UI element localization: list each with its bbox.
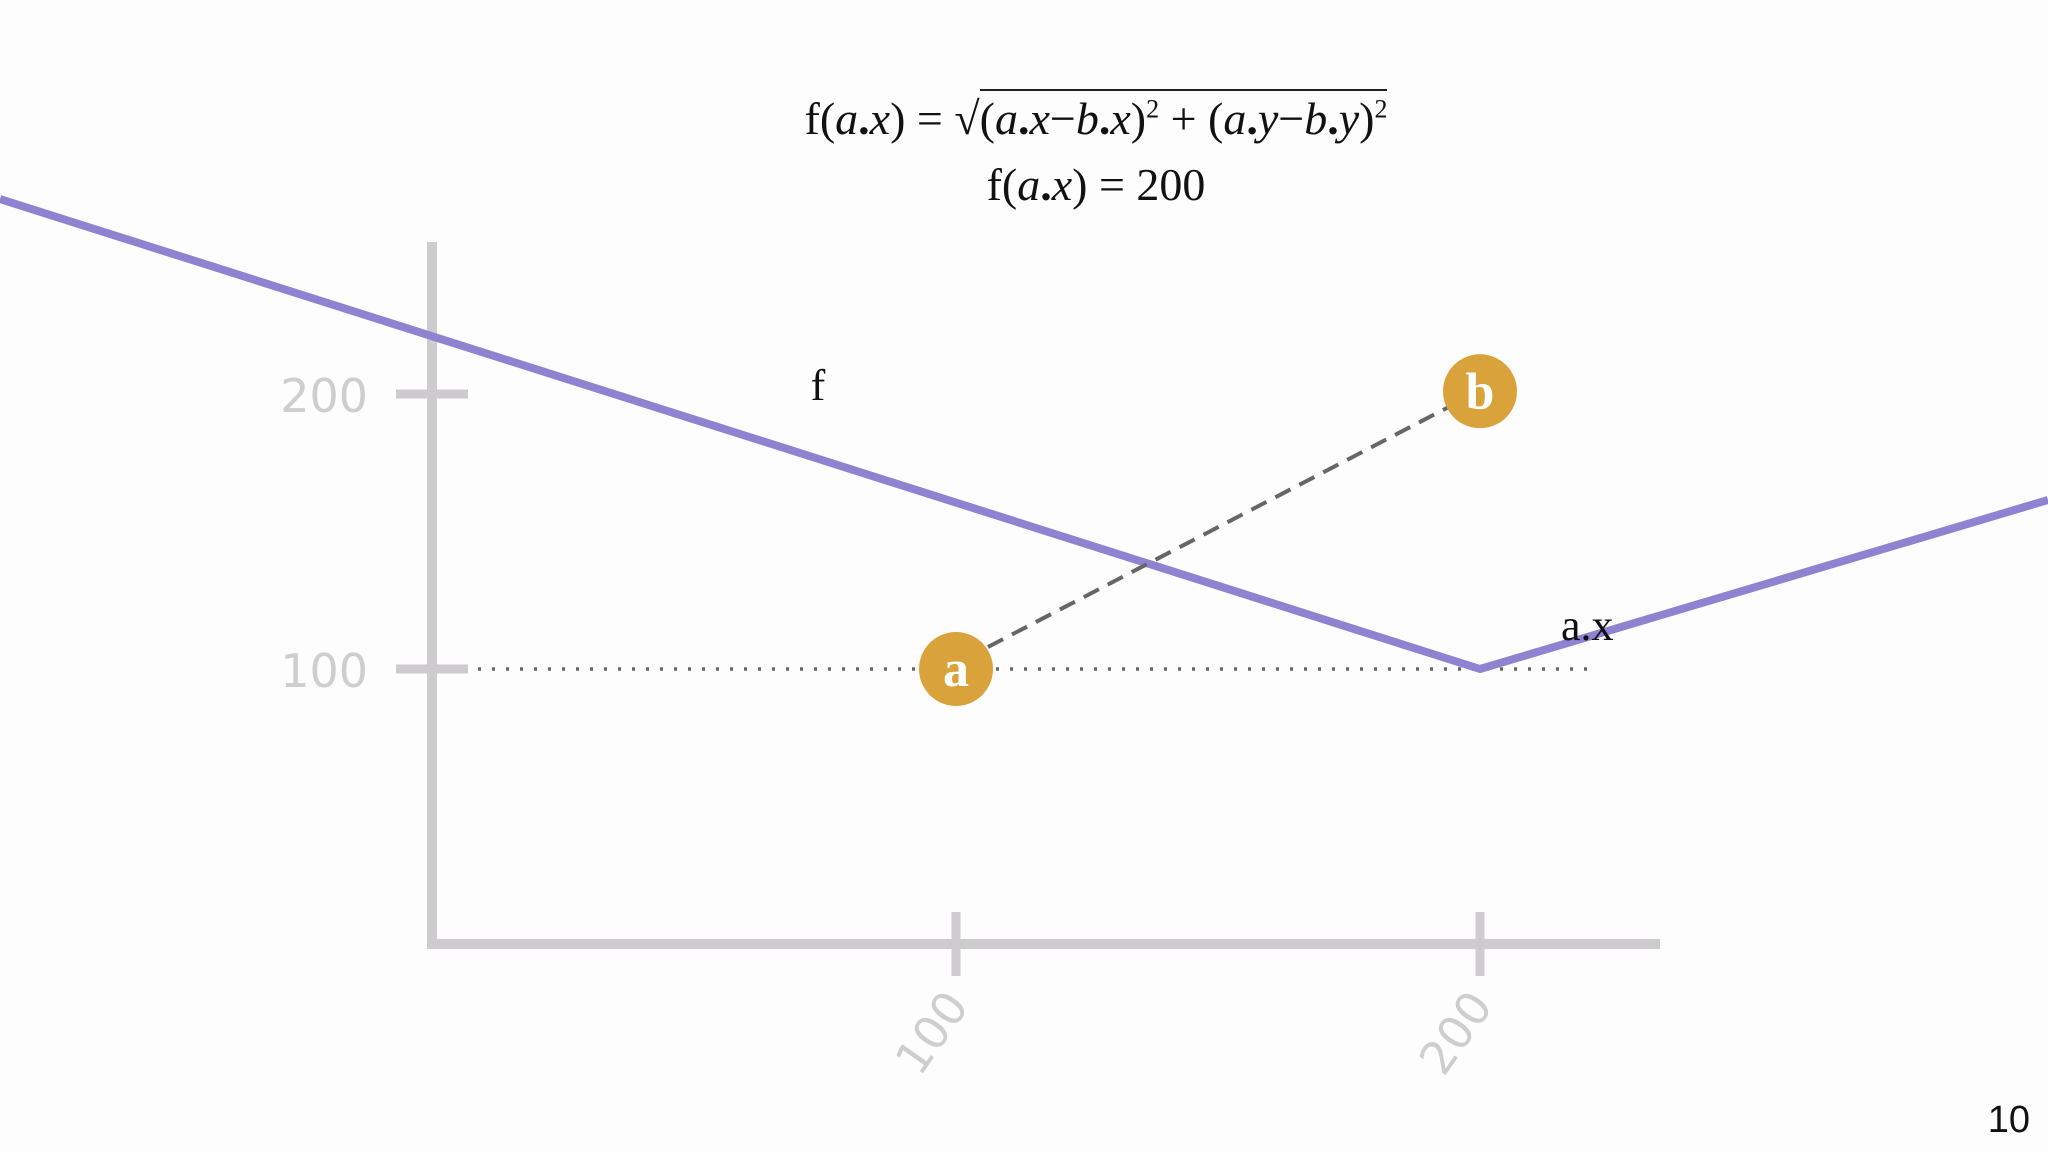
- x-tick-label: 100: [884, 981, 979, 1084]
- point-b-label: b: [1466, 363, 1495, 420]
- vertex-label: a.x: [1561, 601, 1614, 650]
- a-b-distance-line: [987, 403, 1453, 649]
- page-number: 10: [1987, 1099, 2030, 1141]
- point-b-marker: [1443, 354, 1517, 429]
- function-f-label: f: [811, 361, 826, 410]
- point-a-label: a: [943, 641, 969, 698]
- point-a-marker: [919, 632, 993, 706]
- y-tick-label: 200: [280, 369, 368, 423]
- square-root: √(a.x−b.x)2 + (a.y−b.y)2: [954, 89, 1388, 145]
- y-tick-label: 100: [280, 644, 368, 698]
- function-f-line: [0, 195, 2048, 673]
- distance-formula: f(a.x) = √(a.x−b.x)2 + (a.y−b.y)2: [0, 89, 2048, 145]
- evaluated-formula: f(a.x) = 200: [986, 159, 1206, 210]
- x-tick-label: 200: [1408, 981, 1503, 1084]
